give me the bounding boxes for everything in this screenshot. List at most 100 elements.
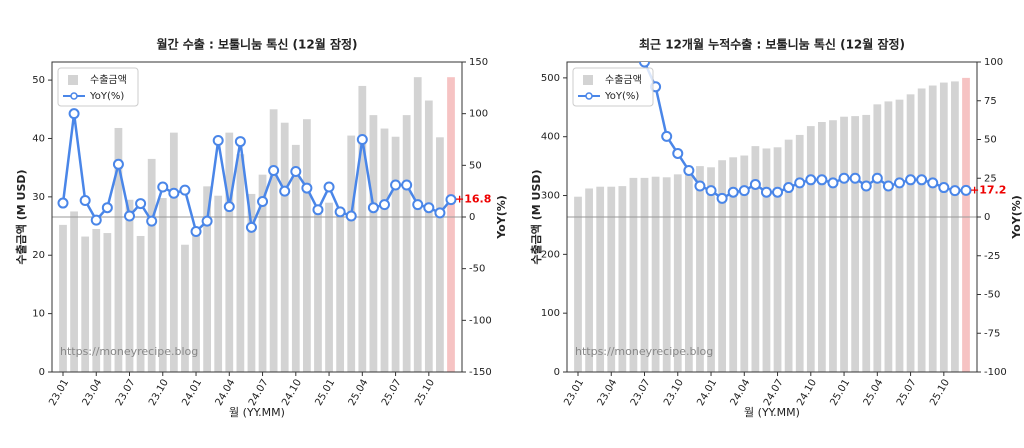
yoy-marker xyxy=(445,194,457,206)
x-tick-label: 25.10 xyxy=(928,378,952,408)
yoy-marker xyxy=(694,180,706,192)
bar xyxy=(618,186,627,372)
y-axis-label: 수출금액 (M USD) xyxy=(14,169,28,264)
x-tick-label: 24.04 xyxy=(729,378,753,408)
x-tick-label: 24.07 xyxy=(247,378,271,408)
yoy-marker xyxy=(960,184,972,196)
legend-swatch xyxy=(68,75,78,85)
yoy-marker xyxy=(367,202,379,214)
bar xyxy=(806,126,815,372)
bar xyxy=(917,88,926,373)
y2-axis-label: YoY(%) xyxy=(495,195,508,240)
yoy-marker xyxy=(661,130,673,142)
legend-label: 수출금액 xyxy=(90,74,127,86)
bar xyxy=(125,199,134,372)
yoy-marker xyxy=(268,165,280,176)
y2-tick-label: 75 xyxy=(984,96,997,107)
bar xyxy=(662,177,671,372)
yoy-marker xyxy=(412,199,424,211)
x-tick-label: 23.01 xyxy=(562,378,586,408)
yoy-marker xyxy=(68,108,80,120)
bar xyxy=(740,155,749,372)
bar xyxy=(380,128,389,372)
yoy-marker xyxy=(683,165,695,176)
x-tick-label: 24.10 xyxy=(280,378,304,408)
yoy-marker xyxy=(705,185,717,197)
yoy-marker xyxy=(749,178,761,190)
bar xyxy=(358,85,367,372)
bar xyxy=(729,157,738,372)
x-tick-label: 24.04 xyxy=(214,378,238,408)
bar xyxy=(895,99,904,372)
y2-axis-label: YoY(%) xyxy=(1010,195,1023,240)
bar xyxy=(424,100,433,373)
yoy-marker xyxy=(672,147,684,159)
x-axis-label: 월 (YY.MM) xyxy=(744,406,800,419)
yoy-marker xyxy=(135,198,147,210)
bar xyxy=(413,77,422,373)
yoy-marker xyxy=(827,177,839,189)
yoy-marker xyxy=(916,174,928,186)
bar xyxy=(906,94,915,373)
y-tick-label: 0 xyxy=(554,367,560,378)
yoy-marker xyxy=(279,185,291,197)
yoy-marker xyxy=(949,185,961,197)
bar xyxy=(280,122,289,372)
yoy-marker xyxy=(727,186,739,198)
y2-tick-label: -25 xyxy=(984,251,1000,262)
bar xyxy=(784,139,793,372)
yoy-marker xyxy=(871,172,883,184)
yoy-marker xyxy=(760,186,772,198)
legend-marker xyxy=(70,92,78,100)
bar xyxy=(829,120,837,372)
yoy-marker xyxy=(893,177,905,189)
bar xyxy=(939,82,948,373)
y-tick-label: 200 xyxy=(541,249,560,260)
yoy-marker xyxy=(112,158,124,170)
yoy-marker xyxy=(783,182,795,194)
bar xyxy=(773,147,782,372)
y-tick-label: 40 xyxy=(32,133,45,144)
y2-tick-label: -100 xyxy=(469,315,492,326)
yoy-marker xyxy=(124,210,136,222)
y2-tick-label: 0 xyxy=(984,212,990,223)
bar xyxy=(92,228,101,372)
y2-tick-label: 25 xyxy=(984,173,997,184)
y2-tick-label: -75 xyxy=(984,328,1000,339)
x-tick-label: 23.07 xyxy=(629,378,653,408)
bar xyxy=(247,193,256,372)
y-tick-label: 100 xyxy=(541,308,560,319)
x-tick-label: 25.01 xyxy=(313,378,337,408)
x-tick-label: 23.10 xyxy=(147,378,171,408)
x-tick-label: 25.10 xyxy=(413,378,437,408)
legend-marker xyxy=(585,92,593,100)
x-tick-label: 25.04 xyxy=(862,378,886,408)
legend-label: YoY(%) xyxy=(89,91,124,102)
yoy-marker xyxy=(223,201,235,213)
yoy-marker xyxy=(201,215,213,227)
yoy-marker xyxy=(301,182,313,194)
yoy-marker xyxy=(805,174,817,186)
line-clip xyxy=(639,62,972,204)
yoy-marker xyxy=(334,206,346,218)
y2-tick-label: 50 xyxy=(469,160,482,171)
y-tick-label: 30 xyxy=(32,192,45,203)
bar xyxy=(347,135,356,372)
x-tick-label: 23.10 xyxy=(662,378,686,408)
yoy-marker xyxy=(816,174,828,186)
yoy-marker xyxy=(179,184,191,196)
yoy-marker xyxy=(772,186,784,198)
bar xyxy=(951,81,959,372)
x-tick-label: 24.01 xyxy=(180,378,204,408)
x-tick-label: 25.01 xyxy=(828,378,852,408)
yoy-marker xyxy=(927,177,939,189)
y2-tick-label: -150 xyxy=(469,367,492,378)
x-axis-label: 월 (YY.MM) xyxy=(229,406,285,419)
bar xyxy=(751,146,760,372)
yoy-marker xyxy=(168,187,180,199)
bar xyxy=(314,209,322,372)
bar xyxy=(70,211,78,372)
bar xyxy=(169,132,178,372)
bar xyxy=(862,114,871,373)
x-tick-label: 25.07 xyxy=(380,378,404,408)
